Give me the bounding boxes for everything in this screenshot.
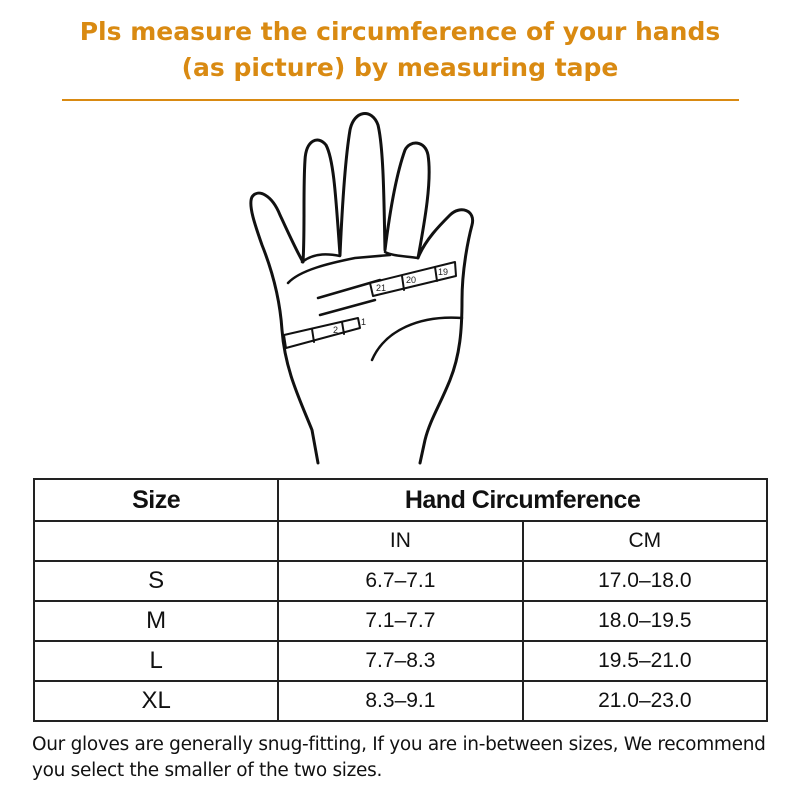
in-cell: 6.7–7.1 [277, 560, 524, 602]
tape-label-19: 19 [438, 267, 448, 277]
size-cell: XL [32, 680, 280, 722]
table-row: L 7.7–8.3 19.5–21.0 [32, 640, 769, 682]
size-cell: S [32, 560, 280, 602]
fit-note: Our gloves are generally snug-fitting, I… [32, 734, 766, 781]
measuring-tape [283, 261, 457, 349]
tape-label-2: 2 [333, 325, 338, 335]
table-row: XL 8.3–9.1 21.0–23.0 [32, 680, 769, 722]
title-line-2: (as picture) by measuring tape [181, 53, 619, 82]
tape-label-20: 20 [406, 275, 416, 285]
tape-label-21: 21 [376, 283, 386, 293]
instruction-title: Pls measure the circumference of your ha… [0, 14, 800, 86]
hand-outline [249, 112, 475, 465]
size-chart-table: Size Hand Circumference IN CM S 6.7–7.1 … [32, 478, 769, 722]
in-cell: 7.7–8.3 [277, 640, 524, 682]
unit-row: IN CM [32, 520, 769, 562]
size-header: Size [32, 478, 280, 522]
in-cell: 7.1–7.7 [277, 600, 524, 642]
circumference-header: Hand Circumference [277, 478, 768, 522]
cm-cell: 18.0–19.5 [521, 600, 769, 642]
tape-label-1: 1 [361, 317, 366, 327]
cm-cell: 19.5–21.0 [521, 640, 769, 682]
cm-cell: 17.0–18.0 [521, 560, 769, 602]
size-cell: L [32, 640, 280, 682]
table-row: S 6.7–7.1 17.0–18.0 [32, 560, 769, 602]
unit-in: IN [277, 520, 524, 562]
table-row: M 7.1–7.7 18.0–19.5 [32, 600, 769, 642]
header-row: Size Hand Circumference [32, 478, 768, 522]
title-line-1: Pls measure the circumference of your ha… [79, 17, 721, 46]
size-cell: M [32, 600, 280, 642]
title-divider [62, 99, 739, 101]
in-cell: 8.3–9.1 [277, 680, 524, 722]
hand-measuring-illustration: 19 20 21 1 2 [249, 112, 475, 465]
blank-cell [32, 520, 280, 562]
cm-cell: 21.0–23.0 [521, 680, 769, 722]
unit-cm: CM [521, 520, 769, 562]
